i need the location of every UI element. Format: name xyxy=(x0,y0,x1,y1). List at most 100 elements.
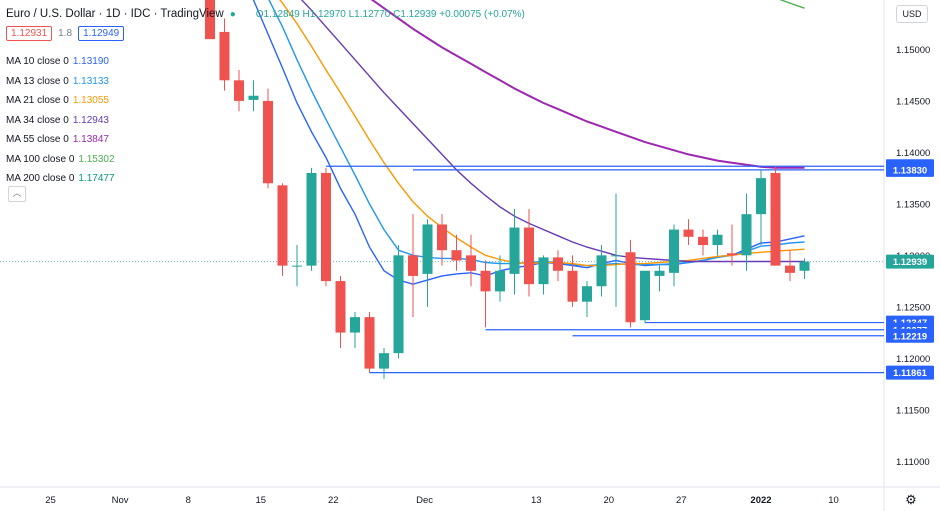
price-boxes: 1.12931 1.8 1.12949 xyxy=(6,26,125,41)
candle-down xyxy=(277,185,288,266)
candle-down xyxy=(727,253,737,256)
level-price-label-bg xyxy=(886,328,934,343)
candle-down xyxy=(321,172,331,282)
candle-down xyxy=(466,255,476,271)
indicator-value: 1.17477 xyxy=(78,173,115,185)
ma-line-ma100 xyxy=(779,0,805,9)
indicator-label: MA 21 close 0 xyxy=(6,95,69,107)
spread-value: 1.8 xyxy=(58,28,73,39)
candle-down xyxy=(683,229,694,237)
last-price-label: 1.12939 xyxy=(893,257,927,268)
indicator-label: MA 55 close 0 xyxy=(6,134,69,146)
x-tick-label: 2022 xyxy=(750,495,771,506)
y-tick-label: 1.14500 xyxy=(896,96,930,107)
y-tick-label: 1.12000 xyxy=(896,354,930,365)
indicator-value: 1.15302 xyxy=(78,153,115,165)
candle-up xyxy=(509,227,520,274)
indicator-row-ma55[interactable]: MA 55 close 0 1.13847 xyxy=(6,130,115,150)
candle-down xyxy=(480,270,491,292)
candle-up xyxy=(350,317,360,333)
indicator-row-ma34[interactable]: MA 34 close 0 1.12943 xyxy=(6,111,115,131)
candle-up xyxy=(654,270,665,276)
x-tick-label: 25 xyxy=(45,495,56,506)
candle-up xyxy=(640,270,650,321)
chart-header: Euro / U.S. Dollar · 1D · IDC · TradingV… xyxy=(6,5,525,23)
candle-up xyxy=(712,234,723,246)
candle-up xyxy=(538,257,549,285)
indicator-row-ma100[interactable]: MA 100 close 0 1.15302 xyxy=(6,150,115,170)
collapse-legend-icon[interactable]: ︿ xyxy=(8,186,26,202)
candle-up xyxy=(611,255,621,257)
x-tick-label: 13 xyxy=(531,495,542,506)
y-tick-label: 1.14000 xyxy=(896,148,930,159)
candle-up xyxy=(741,214,752,256)
x-tick-label: 22 xyxy=(328,495,339,506)
indicator-label: MA 34 close 0 xyxy=(6,114,69,126)
candle-up xyxy=(248,95,259,100)
gear-icon[interactable]: ⚙ xyxy=(905,492,917,507)
indicator-label: MA 13 close 0 xyxy=(6,75,69,87)
buy-price-button[interactable]: 1.12949 xyxy=(78,26,125,41)
y-tick-label: 1.11500 xyxy=(896,405,930,416)
ohlc-readout: O1.12849 H1.12970 L1.12770 C1.12939 +0.0… xyxy=(255,8,525,20)
candle-down xyxy=(698,236,708,246)
x-tick-label: Nov xyxy=(112,495,129,506)
candles xyxy=(205,0,810,379)
candle-up xyxy=(756,178,766,215)
x-tick-label: 27 xyxy=(676,495,687,506)
candle-up xyxy=(799,261,810,271)
indicator-value: 1.13133 xyxy=(72,75,109,87)
indicator-row-ma10[interactable]: MA 10 close 0 1.13190 xyxy=(6,52,115,72)
indicator-row-ma21[interactable]: MA 21 close 0 1.13055 xyxy=(6,91,115,111)
candle-down xyxy=(785,265,795,273)
candle-down xyxy=(625,252,636,323)
indicator-row-ma13[interactable]: MA 13 close 0 1.13133 xyxy=(6,72,115,92)
level-price-label-bg xyxy=(886,162,934,177)
indicator-label: MA 200 close 0 xyxy=(6,173,75,185)
indicator-label: MA 100 close 0 xyxy=(6,153,75,165)
candle-up xyxy=(495,270,505,292)
level-price-label: 1.13830 xyxy=(893,165,927,176)
y-tick-label: 1.15000 xyxy=(896,45,930,56)
indicator-legend: MA 10 close 0 1.13190 MA 13 close 0 1.13… xyxy=(6,52,115,189)
indicator-label: MA 10 close 0 xyxy=(6,56,69,68)
candle-down xyxy=(234,80,244,101)
candle-up xyxy=(422,224,433,274)
sell-price-button[interactable]: 1.12931 xyxy=(6,26,53,41)
candle-up xyxy=(379,353,389,369)
level-price-label: 1.11861 xyxy=(893,368,928,379)
level-price-label: 1.12219 xyxy=(893,331,927,342)
last-price-label-bg xyxy=(886,254,934,269)
candle-down xyxy=(408,255,418,276)
candle-up xyxy=(292,265,302,267)
candle-up xyxy=(669,229,679,273)
market-open-icon: ● xyxy=(229,8,236,20)
currency-button[interactable]: USD xyxy=(896,5,928,23)
y-tick-label: 1.13500 xyxy=(896,199,930,210)
candle-down xyxy=(567,270,578,302)
candle-down xyxy=(219,31,230,81)
candle-up xyxy=(306,172,317,266)
indicator-value: 1.13190 xyxy=(72,56,109,68)
x-tick-label: 8 xyxy=(186,495,191,506)
x-tick-label: 20 xyxy=(603,495,614,506)
ma-line-ma55 xyxy=(370,0,805,169)
candle-up xyxy=(582,286,592,302)
level-price-label-bg xyxy=(886,365,934,380)
indicator-row-ma200[interactable]: MA 200 close 0 1.17477 xyxy=(6,169,115,189)
candle-down xyxy=(263,100,273,184)
candle-down xyxy=(524,227,534,285)
candle-up xyxy=(596,255,607,287)
indicator-value: 1.13055 xyxy=(72,95,109,107)
ma-line-ma21 xyxy=(279,0,805,267)
candle-down xyxy=(770,172,781,266)
x-tick-label: 15 xyxy=(255,495,266,506)
x-tick-label: 10 xyxy=(828,495,839,506)
symbol-title[interactable]: Euro / U.S. Dollar · 1D · IDC · TradingV… xyxy=(6,8,224,20)
candle-down xyxy=(364,317,375,369)
x-tick-label: Dec xyxy=(416,495,433,506)
candle-down xyxy=(205,0,215,40)
candle-down xyxy=(437,224,447,251)
y-tick-label: 1.11000 xyxy=(896,457,930,468)
